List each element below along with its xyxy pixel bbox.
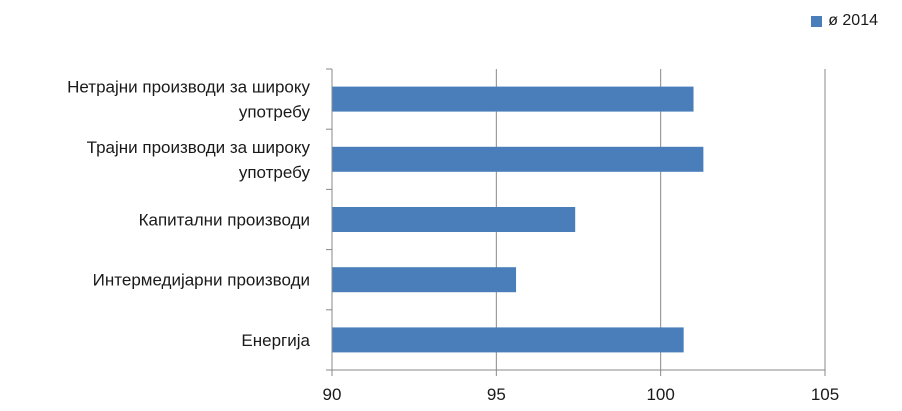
category-label: употребу xyxy=(239,103,311,122)
bar xyxy=(332,146,704,172)
x-tick-label: 90 xyxy=(323,385,342,404)
x-tick-label: 95 xyxy=(487,385,506,404)
x-tick-label: 105 xyxy=(811,385,839,404)
legend-label: ø 2014 xyxy=(828,12,878,29)
bars xyxy=(332,86,704,353)
x-tick-label: 100 xyxy=(646,385,674,404)
category-label: Интермедијарни производи xyxy=(93,271,310,290)
category-label: Капитални производи xyxy=(139,211,310,230)
category-label: употребу xyxy=(239,163,311,182)
bar xyxy=(332,267,517,293)
legend-swatch xyxy=(811,15,823,27)
category-label: Енергија xyxy=(241,331,310,350)
category-label: Трајни производи за широку xyxy=(87,138,311,157)
bar xyxy=(332,207,576,232)
category-label: Нетрајни производи за широку xyxy=(67,78,310,97)
bar xyxy=(332,86,694,112)
labels: 90 95 100 105 Енергија Интермедијарни произво… xyxy=(67,78,839,404)
legend: ø 2014 xyxy=(811,12,878,30)
axes xyxy=(326,68,826,376)
bar xyxy=(332,327,684,353)
